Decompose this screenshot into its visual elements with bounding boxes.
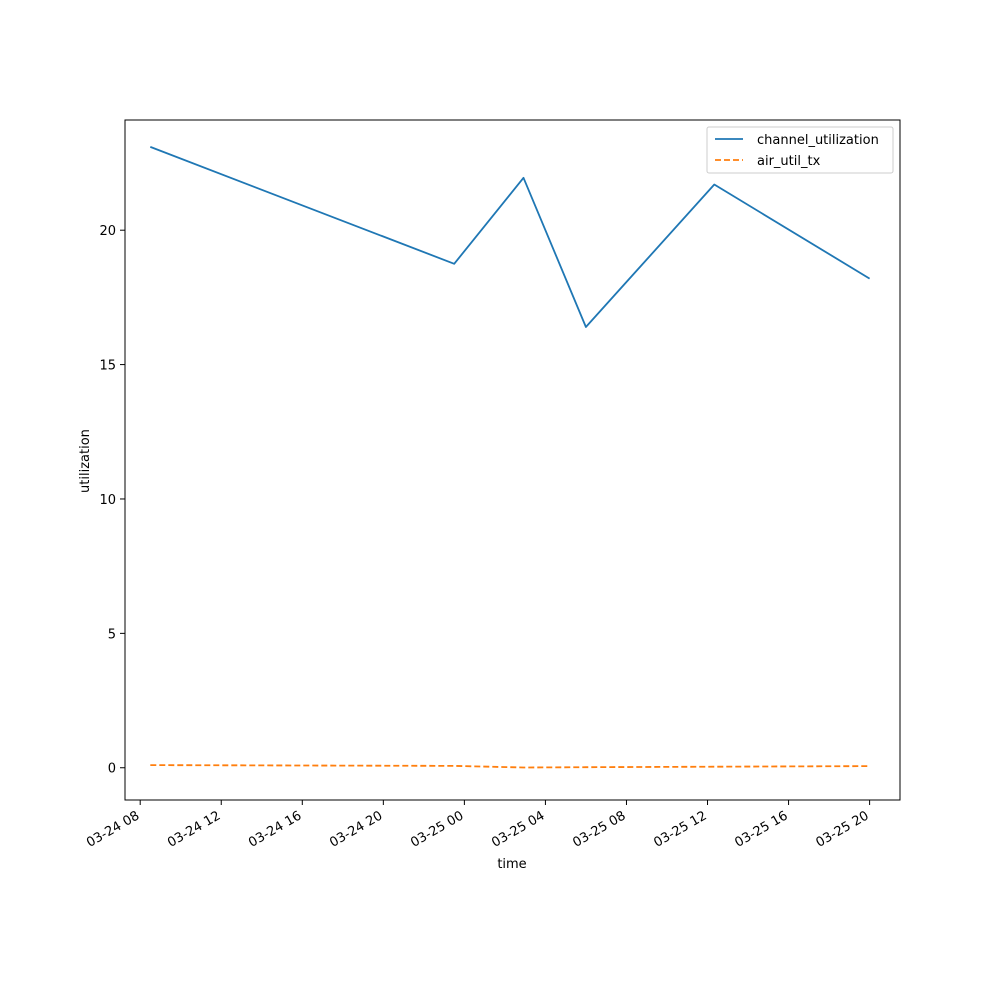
series-line-channel-utilization: [149, 146, 871, 328]
legend-label-air-util-tx: air_util_tx: [757, 154, 821, 169]
plot-frame: [124, 119, 901, 801]
x-axis-label: time: [497, 857, 526, 872]
y-axis-ticks: 0 5 10 15 20: [99, 224, 125, 777]
legend-box: [706, 126, 894, 174]
legend-label-channel-utilization: channel_utilization: [757, 133, 879, 148]
y-tick-label: 10: [99, 493, 116, 508]
y-tick-label: 0: [108, 762, 116, 777]
y-tick-label: 15: [99, 359, 116, 374]
y-tick-label: 5: [108, 627, 116, 642]
series-layer: [149, 146, 871, 769]
y-axis-label: utilization: [78, 429, 93, 493]
legend-items: channel_utilization air_util_tx: [715, 133, 879, 169]
y-tick-label: 20: [99, 224, 116, 239]
series-line-air-util-tx: [150, 764, 870, 769]
legend: channel_utilization air_util_tx: [706, 126, 894, 174]
